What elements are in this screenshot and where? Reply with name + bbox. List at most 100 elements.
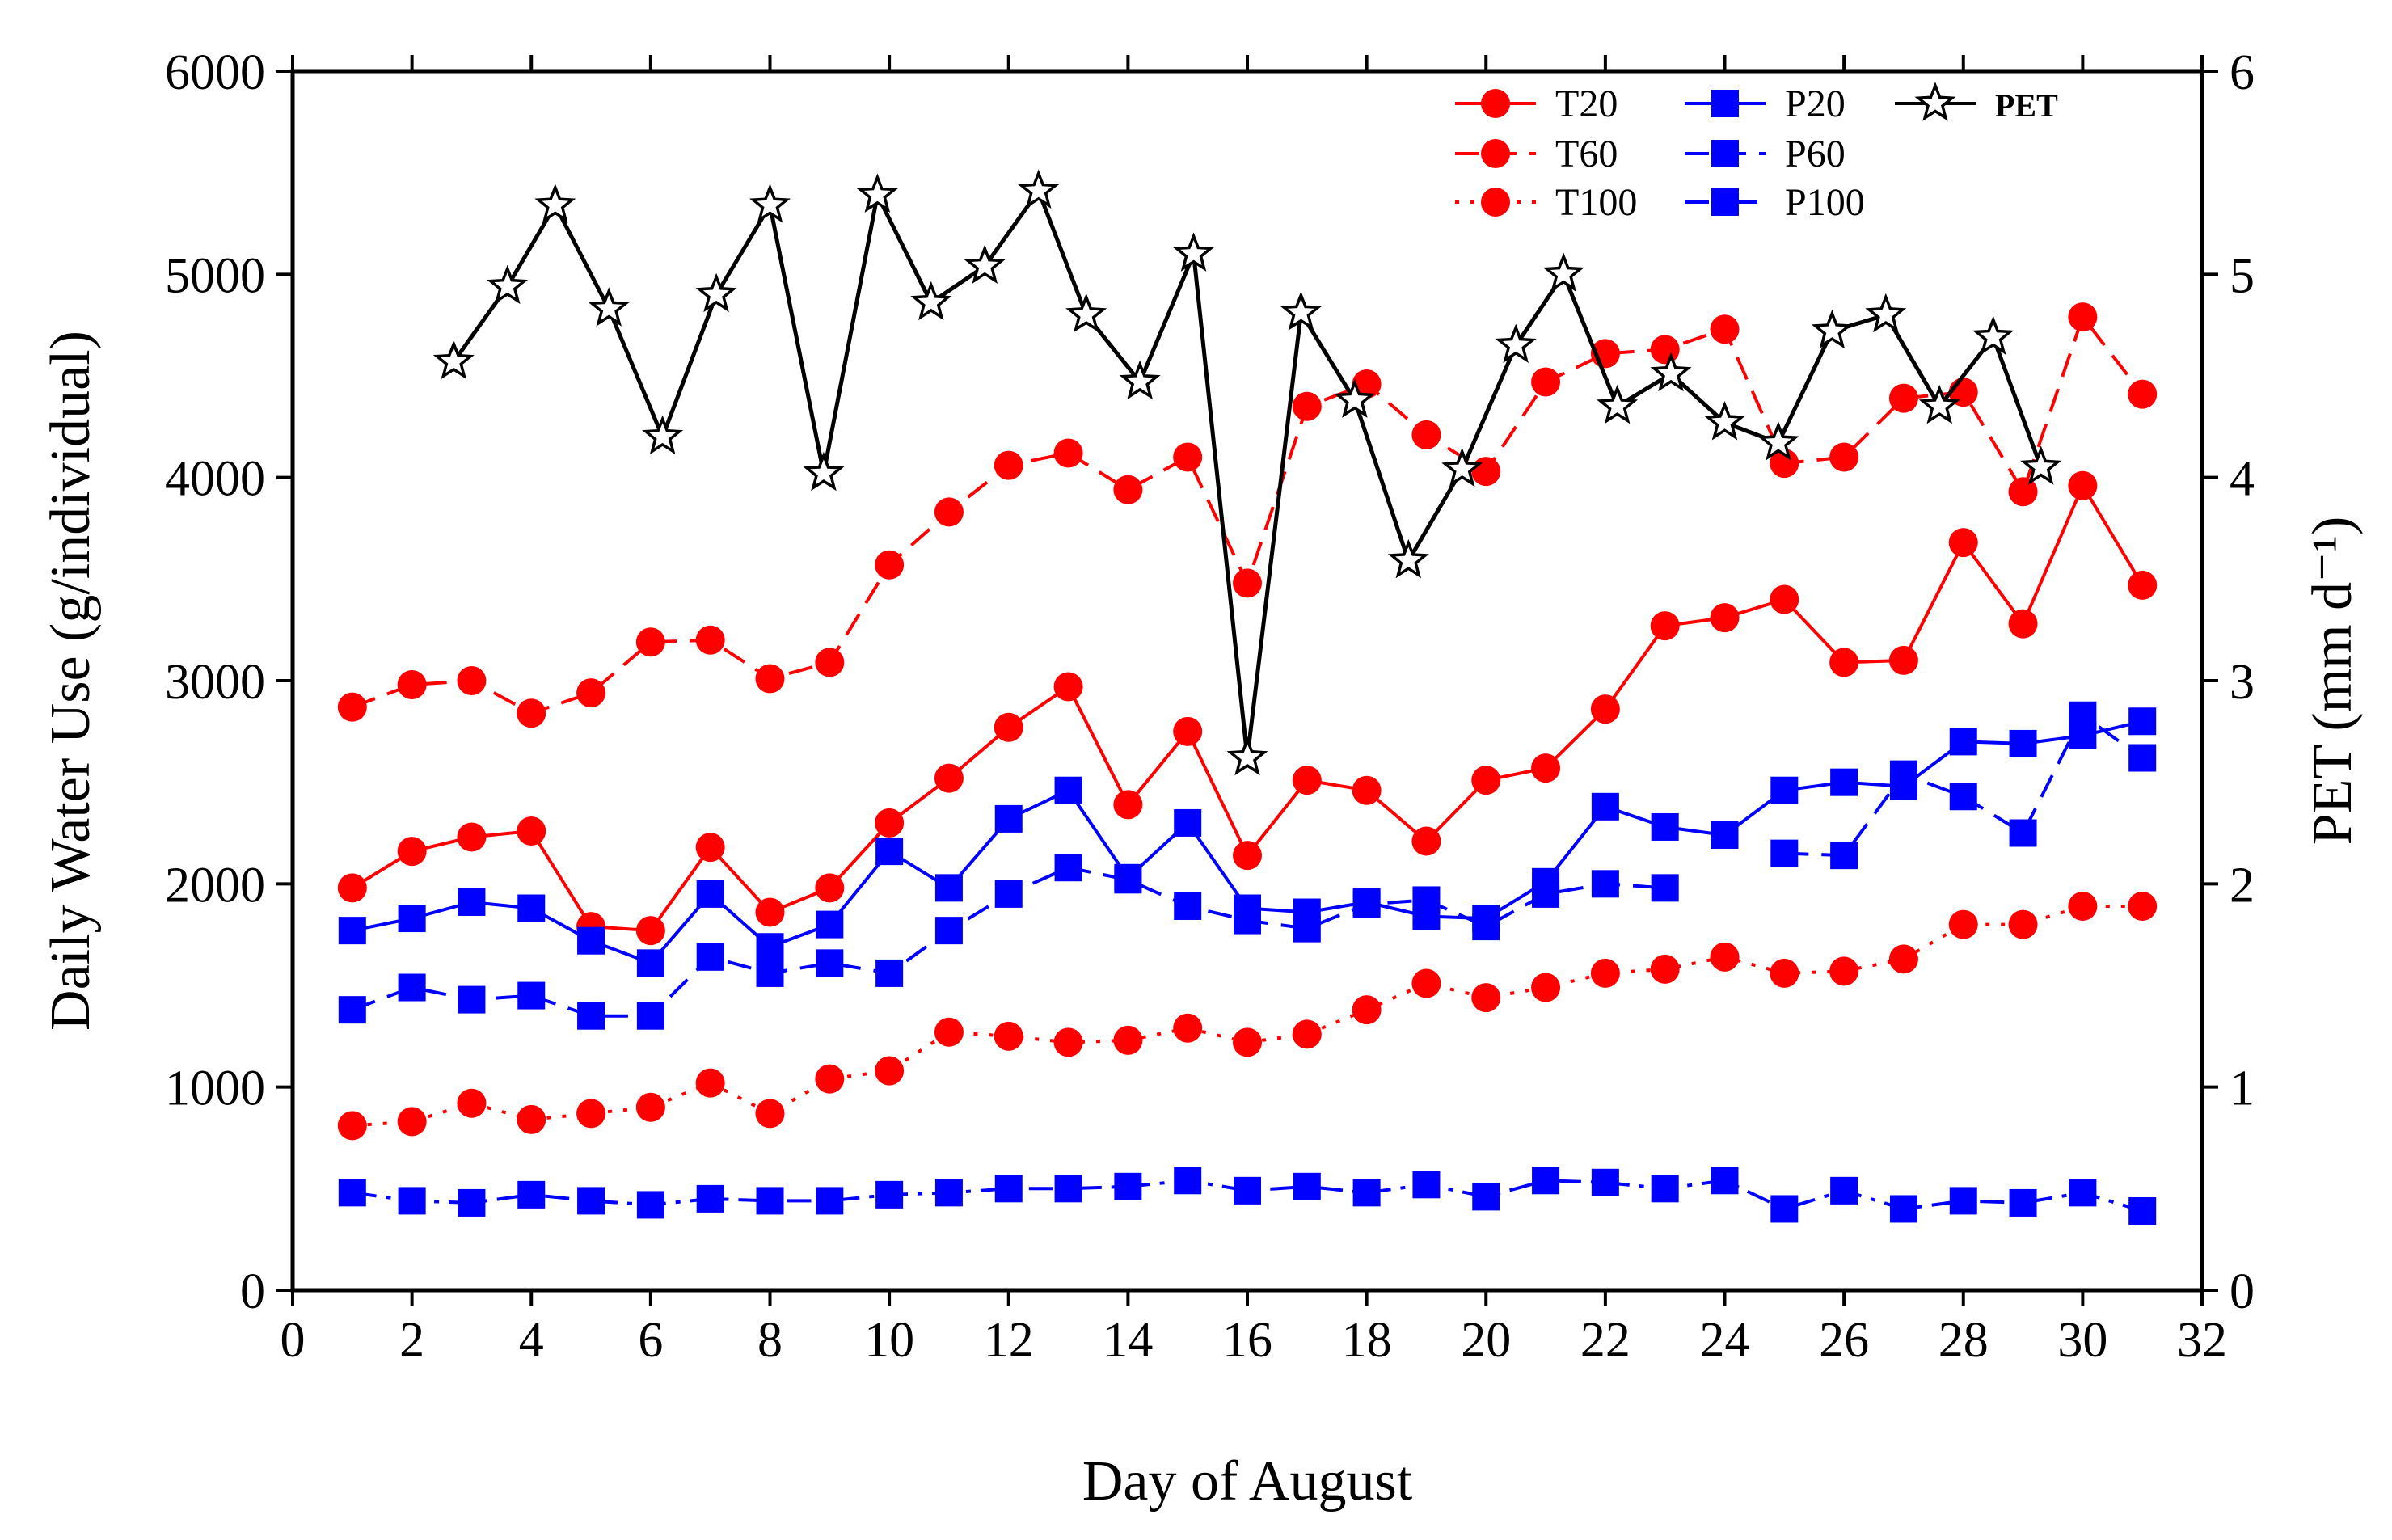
x-tick-label: 30 — [2057, 1313, 2107, 1368]
data-point-t100 — [1411, 968, 1441, 998]
data-point-t20 — [1710, 603, 1740, 633]
data-point-t100 — [1888, 944, 1918, 974]
data-point-pet — [1542, 252, 1584, 293]
data-point-p20 — [1651, 812, 1679, 841]
data-point-t100 — [815, 1064, 845, 1094]
legend-item-p20: P20 — [1685, 82, 1846, 125]
data-point-p100 — [875, 1180, 904, 1209]
data-point-t20 — [875, 808, 905, 838]
data-point-t100 — [1590, 958, 1620, 988]
data-point-t60 — [1650, 335, 1680, 365]
data-point-t20 — [397, 837, 427, 867]
data-point-p20 — [1711, 821, 1739, 850]
data-point-pet — [910, 281, 952, 321]
legend-label-p60: P60 — [1785, 133, 1846, 175]
data-point-p20 — [1174, 808, 1202, 837]
data-point-p20 — [517, 894, 546, 922]
data-point-t60 — [1233, 568, 1262, 598]
x-tick-label: 22 — [1580, 1313, 1631, 1368]
data-point-p20 — [1830, 768, 1858, 796]
data-point-p100 — [398, 1187, 426, 1215]
data-point-t20 — [1531, 753, 1561, 783]
x-tick-label: 6 — [638, 1313, 663, 1368]
legend-label-p20: P20 — [1785, 82, 1846, 125]
data-point-t60 — [337, 692, 367, 722]
series-pet — [432, 169, 2062, 776]
data-point-t20 — [815, 873, 845, 903]
data-point-p60 — [2069, 701, 2097, 729]
data-point-t60 — [815, 648, 845, 677]
data-point-p100 — [2128, 1196, 2157, 1225]
data-point-t100 — [517, 1104, 546, 1134]
data-point-t100 — [2128, 891, 2158, 921]
data-point-t60 — [1053, 438, 1083, 468]
data-point-t20 — [337, 873, 367, 903]
data-point-t20 — [934, 763, 964, 793]
x-tick-label: 26 — [1819, 1313, 1869, 1368]
data-point-pet — [695, 272, 737, 313]
data-point-p100 — [1293, 1172, 1321, 1200]
legend-marker-p60 — [1711, 140, 1739, 167]
data-point-p60 — [875, 959, 904, 987]
data-point-p100 — [458, 1188, 486, 1217]
data-point-pet — [2020, 445, 2062, 485]
x-tick-label: 2 — [399, 1313, 424, 1368]
data-point-pet — [1650, 352, 1692, 392]
data-point-t60 — [1829, 442, 1859, 472]
data-point-t100 — [1292, 1019, 1322, 1049]
legend-item-t20: T20 — [1455, 82, 1618, 125]
data-point-t60 — [695, 625, 725, 655]
x-tick-label: 12 — [984, 1313, 1034, 1368]
data-point-t100 — [1770, 958, 1799, 988]
data-point-pet — [1865, 293, 1907, 333]
y2-tick-label: 0 — [2230, 1264, 2255, 1319]
data-point-pet — [1704, 401, 1745, 441]
y-tick-label: 3000 — [165, 655, 265, 710]
data-point-t100 — [457, 1088, 487, 1118]
x-tick-label: 8 — [757, 1313, 783, 1368]
data-point-t60 — [1471, 457, 1501, 487]
data-point-p20 — [2128, 707, 2157, 736]
data-point-p60 — [994, 880, 1023, 908]
data-point-pet — [1972, 315, 2014, 355]
data-point-t20 — [1053, 672, 1083, 702]
data-point-p60 — [577, 1002, 605, 1030]
data-point-t20 — [755, 897, 785, 927]
data-point-p20 — [1770, 776, 1799, 804]
data-point-t60 — [1531, 367, 1561, 397]
x-tick-label: 24 — [1700, 1313, 1750, 1368]
y-tick-label: 1000 — [165, 1061, 265, 1116]
data-point-p60 — [1234, 906, 1261, 935]
y-tick-label: 4000 — [165, 452, 265, 507]
data-point-p60 — [2009, 819, 2037, 847]
data-point-p100 — [1532, 1167, 1560, 1195]
data-point-p60 — [816, 949, 844, 977]
data-point-p100 — [517, 1180, 546, 1209]
y2-axis-label: PET (mm d⁻¹) — [2301, 517, 2364, 846]
data-point-t60 — [1292, 391, 1322, 421]
data-point-p60 — [1054, 854, 1082, 882]
data-point-p100 — [1054, 1175, 1082, 1203]
data-point-p60 — [1472, 913, 1500, 941]
legend-marker-pet — [1914, 82, 1956, 121]
data-point-t100 — [695, 1068, 725, 1098]
data-point-p20 — [577, 926, 605, 955]
x-tick-label: 4 — [519, 1313, 544, 1368]
series-p100 — [338, 1167, 2157, 1225]
data-point-p20 — [2009, 729, 2037, 757]
y-tick-label: 2000 — [165, 858, 265, 913]
legend: T20 T60 T100 P20 P60 P100 PET — [1455, 82, 2058, 224]
data-point-p60 — [1352, 890, 1381, 918]
data-point-t100 — [934, 1017, 964, 1047]
data-point-t60 — [2128, 379, 2158, 409]
data-point-p60 — [1114, 866, 1142, 894]
x-tick-label: 32 — [2177, 1313, 2227, 1368]
data-point-p100 — [696, 1184, 724, 1213]
data-point-t60 — [1710, 314, 1740, 344]
x-axis-label: Day of August — [1082, 1450, 1413, 1513]
legend-label-t100: T100 — [1555, 181, 1637, 224]
data-point-p20 — [1054, 776, 1082, 804]
axes-layer: 0 2 4 6 8 10 12 14 16 18 20 22 24 26 28 30 3201000200030… — [165, 45, 2255, 1368]
data-point-t60 — [875, 550, 905, 580]
